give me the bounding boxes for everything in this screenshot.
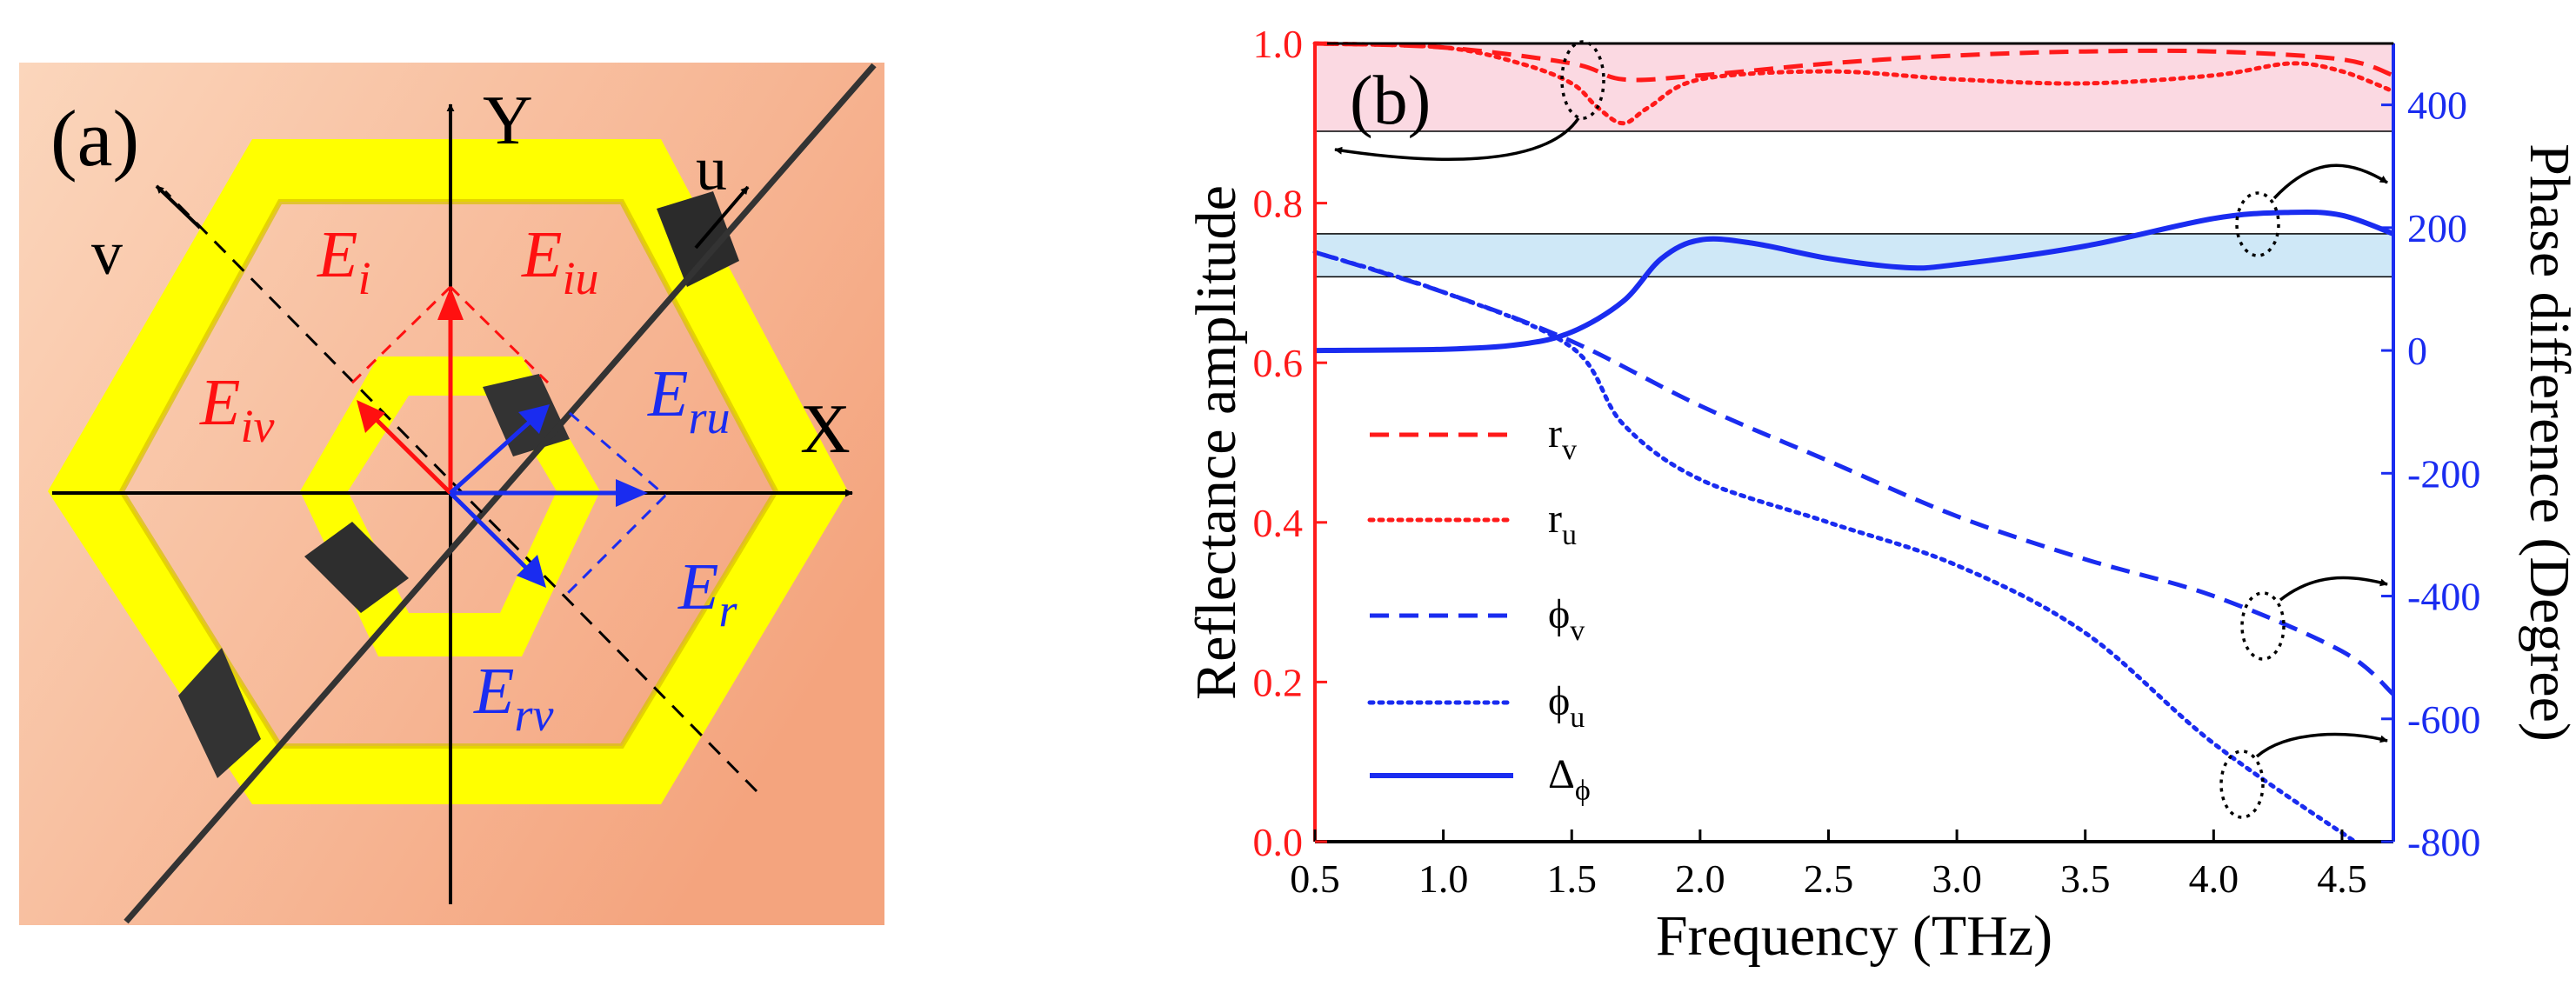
callouts xyxy=(1334,40,2388,819)
series-delta-phi xyxy=(1314,209,2395,354)
left-axis-ticks: 0.0 0.2 0.4 0.6 0.8 1.0 xyxy=(1253,22,1327,864)
eiu-dashed xyxy=(449,285,550,384)
legend-label: ϕv xyxy=(1548,591,1585,647)
er-label: Er xyxy=(677,550,737,636)
u-axis-label: u xyxy=(696,134,727,203)
panel-a: (a) Y X u v Ei Eiu Eiv Eru Er Erv xyxy=(19,63,884,925)
eiv-vector xyxy=(368,411,452,495)
callout-arrow-phiv xyxy=(2279,576,2388,602)
series-phi-u xyxy=(1312,250,2358,844)
left-tick-label: 0.6 xyxy=(1253,341,1304,385)
legend-label: rv xyxy=(1548,410,1577,466)
legend-label: ϕu xyxy=(1548,678,1585,734)
right-axis-ticks: -800 -600 -400 -200 0 200 400 xyxy=(2381,83,2480,864)
eru-dashed xyxy=(569,411,666,497)
series-curves xyxy=(1312,41,2396,844)
eru-arrowhead xyxy=(518,404,550,434)
x-tick-label: 1.0 xyxy=(1418,856,1469,901)
callout-arrow-rv-ru xyxy=(1334,117,1580,161)
series-r-v xyxy=(1314,41,2394,83)
callout-ellipse-delta xyxy=(2235,191,2280,257)
x-tick-label: 2.0 xyxy=(1675,856,1725,901)
x-tick-label: 4.0 xyxy=(2189,856,2239,901)
band-pink xyxy=(1314,43,2394,132)
right-tick-label: 0 xyxy=(2407,329,2427,373)
eru-vector xyxy=(449,416,537,495)
callout-arrow-delta xyxy=(2272,163,2388,200)
right-tick-label: -800 xyxy=(2407,820,2480,864)
u-axis-arrow xyxy=(694,185,750,250)
ei-label: Ei xyxy=(317,218,370,304)
right-tick-label: 400 xyxy=(2407,83,2467,128)
series-r-u xyxy=(1312,41,2396,126)
x-tick-label: 1.5 xyxy=(1546,856,1597,901)
eiv-dashed xyxy=(346,285,452,389)
panel-b-chart: 0.5 1.0 1.5 2.0 2.5 3.0 3.5 4.0 4.5 0.0 0.2 0.4 0.6… xyxy=(1185,22,2576,968)
panel-a-label: (a) xyxy=(50,94,139,183)
ei-arrowhead xyxy=(437,287,464,320)
right-tick-label: -400 xyxy=(2407,575,2480,619)
v-axis-arrow xyxy=(155,184,202,230)
x-axis-title: Frequency (THz) xyxy=(1656,904,2052,968)
right-axis-title: Phase difference (Degree) xyxy=(2518,143,2576,742)
callout-ellipse-rv-ru xyxy=(1560,40,1605,120)
left-tick-label: 0.4 xyxy=(1253,501,1304,545)
x-tick-label: 2.5 xyxy=(1804,856,1854,901)
x-tick-label: 3.5 xyxy=(2060,856,2111,901)
pad-lower-left xyxy=(304,522,409,613)
eru-label: Eru xyxy=(647,357,730,443)
callout-arrow-phiu xyxy=(2255,732,2388,758)
eiu-label: Eiu xyxy=(521,218,598,304)
right-tick-label: -200 xyxy=(2407,451,2480,496)
v-axis-label: v xyxy=(91,218,123,288)
series-phi-v xyxy=(1314,250,2395,696)
right-tick-label: 200 xyxy=(2407,206,2467,250)
callout-ellipse-phiv xyxy=(2240,591,2286,661)
right-tick-label: -600 xyxy=(2407,697,2480,742)
highlight-bands xyxy=(1314,43,2394,278)
left-tick-label: 0.2 xyxy=(1253,660,1304,704)
pad-top-right xyxy=(657,191,739,287)
reflected-field-vectors xyxy=(449,404,667,597)
erv-arrowhead xyxy=(517,555,546,588)
legend-label: ru xyxy=(1548,496,1577,551)
erv-label: Erv xyxy=(473,655,553,741)
x-tick-label: 3.0 xyxy=(1932,856,1982,901)
left-tick-label: 0.8 xyxy=(1253,182,1304,226)
eiv-arrowhead xyxy=(357,400,385,433)
pad-bottom-left xyxy=(178,648,261,778)
eiv-label: Eiv xyxy=(199,366,274,452)
x-axis-ticks: 0.5 1.0 1.5 2.0 2.5 3.0 3.5 4.0 4.5 xyxy=(1290,829,2367,901)
er-arrowhead xyxy=(616,479,648,507)
callout-ellipse-phiu xyxy=(2219,749,2265,819)
left-tick-label: 1.0 xyxy=(1253,22,1304,66)
incident-field-vectors xyxy=(346,285,550,495)
x-tick-label: 0.5 xyxy=(1290,856,1340,901)
left-tick-label: 0.0 xyxy=(1253,820,1304,864)
band-blue xyxy=(1314,233,2394,278)
y-axis-label: Y xyxy=(483,83,533,159)
erv-vector xyxy=(449,491,534,576)
left-axis-title: Reflectance amplitude xyxy=(1185,185,1248,700)
x-axis-label: X xyxy=(800,391,851,468)
x-tick-label: 4.5 xyxy=(2317,856,2367,901)
legend-label: Δϕ xyxy=(1548,751,1591,807)
erv-dashed xyxy=(564,494,667,597)
panel-b-label: (b) xyxy=(1350,63,1431,139)
legend: rv ru ϕv ϕu Δϕ xyxy=(1367,410,1591,807)
